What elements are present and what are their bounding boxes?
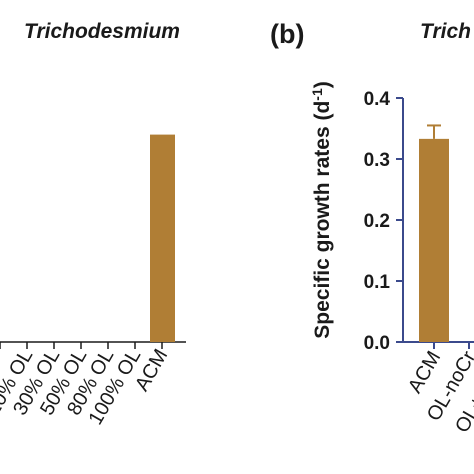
- y-axis-label-main: Specific growth rates (d: [311, 101, 334, 339]
- panel-b-y-tick-label: 0.3: [364, 150, 390, 171]
- panel-b-y-tick-label: 0.1: [364, 272, 391, 293]
- panel-b-y-axis-label: Specific growth rates (d-1): [309, 81, 334, 339]
- panel-b-bar: [419, 138, 449, 342]
- panel-b-label: (b): [270, 19, 304, 49]
- panel-b-bars: [419, 124, 449, 342]
- panel-b-y-tick-label: 0.0: [364, 333, 390, 354]
- panel-b-y-tick-label: 0.2: [364, 211, 390, 232]
- panel-a-title: Trichodesmium: [24, 20, 180, 43]
- panel-b: (b) Trich Specific growth rates (d-1) 0.…: [270, 19, 474, 437]
- panel-b-title: Trich: [420, 20, 471, 43]
- panel-a-bars: [150, 134, 175, 342]
- panel-b-y-ticks: 0.0 0.1 0.2 0.3 0.4: [364, 89, 403, 354]
- panel-b-y-tick-label: 0.4: [364, 89, 391, 110]
- y-axis-label-close: ): [311, 81, 334, 88]
- panel-a-bar: [150, 134, 175, 342]
- y-axis-label-superscript: -1: [309, 88, 325, 101]
